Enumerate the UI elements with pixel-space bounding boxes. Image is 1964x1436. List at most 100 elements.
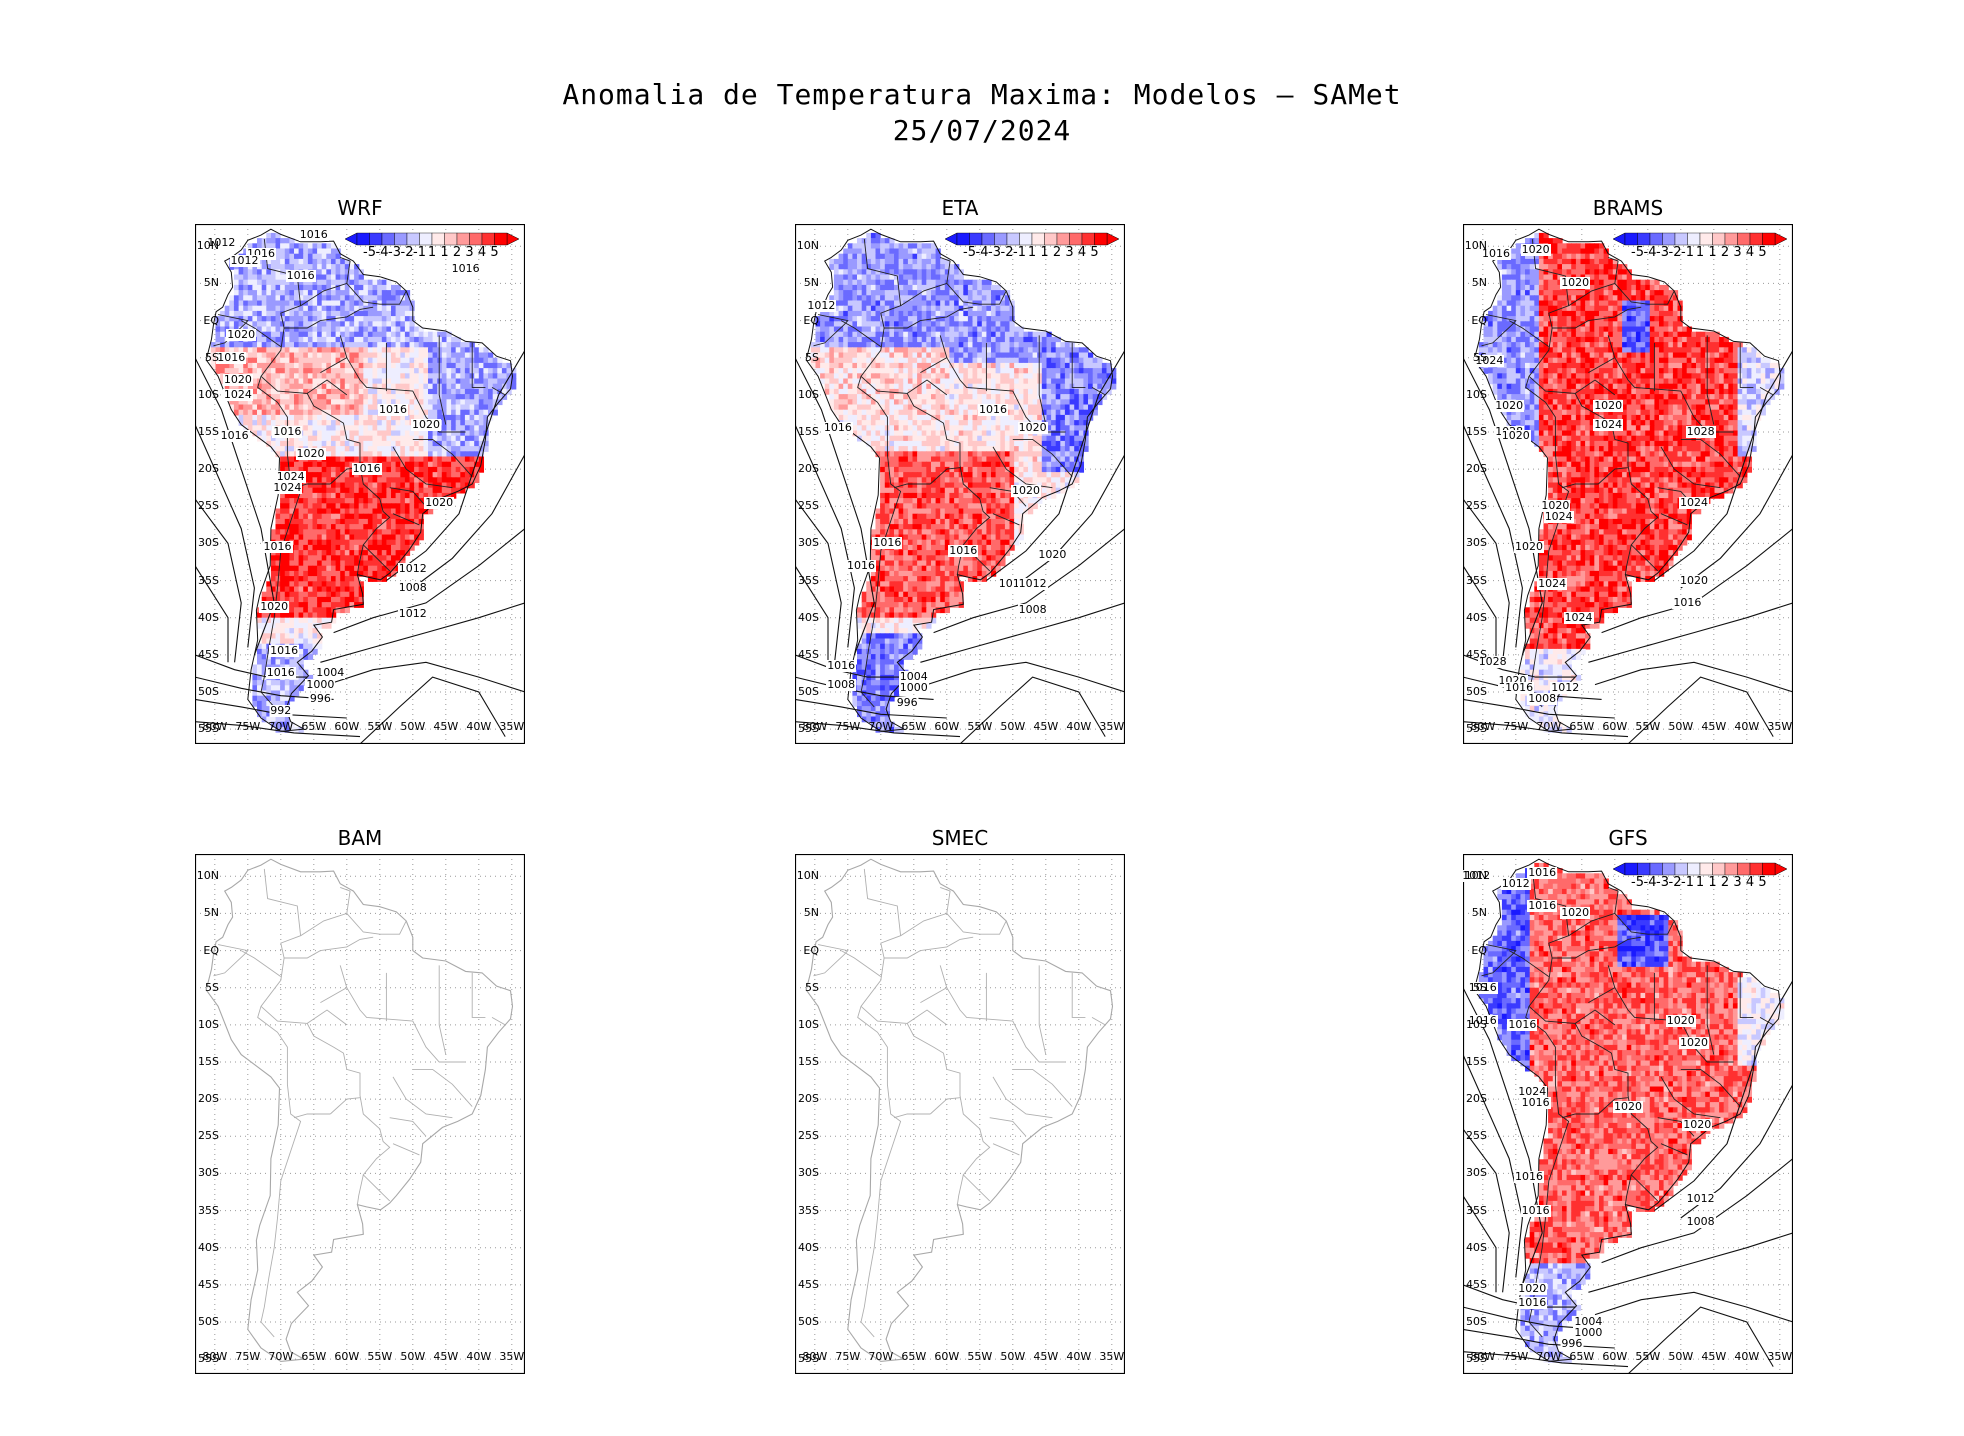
latitude-tick-label: 5N bbox=[1471, 906, 1487, 920]
colorbar-label: 3 bbox=[1733, 245, 1742, 260]
contour-label: 1012 bbox=[206, 235, 237, 249]
latitude-tick-label: 35S bbox=[198, 573, 219, 587]
longitude-tick-label: 80W bbox=[202, 1350, 228, 1363]
contour-label: 1024 bbox=[1679, 495, 1709, 509]
colorbar-swatches bbox=[945, 232, 1119, 246]
latitude-tick-label: 25S bbox=[1466, 1129, 1487, 1143]
latitude-tick-label: 50S bbox=[1466, 1315, 1487, 1328]
colorbar-label: 1 bbox=[427, 245, 437, 260]
colorbar-label: 1 bbox=[1040, 245, 1049, 260]
contour-label: 1000 bbox=[1573, 1326, 1604, 1340]
longitude-tick-label: 65W bbox=[1569, 720, 1595, 733]
longitude-tick-label: 55W bbox=[967, 1350, 993, 1363]
longitude-tick-label: 50W bbox=[400, 720, 426, 733]
latitude-tick-label: 5S bbox=[205, 350, 219, 364]
latitude-tick-label: 25S bbox=[798, 1129, 819, 1143]
contour-label: 1016 bbox=[978, 402, 1008, 416]
latitude-tick-label: 10S bbox=[198, 387, 219, 401]
latitude-tick-label: 35S bbox=[798, 1203, 819, 1217]
contour-label: 1020 bbox=[1011, 484, 1041, 498]
coastline bbox=[1473, 228, 1782, 732]
latitude-tick-label: 10S bbox=[798, 387, 819, 401]
panel-title: GFS bbox=[1608, 826, 1648, 850]
colorbar-label: 3 bbox=[1065, 245, 1074, 260]
latitude-tick-label: 5S bbox=[1473, 980, 1487, 994]
longitude-tick-label: 75W bbox=[1503, 1350, 1529, 1363]
colorbar-label: -2 bbox=[1668, 245, 1682, 260]
colorbar-label: 1 bbox=[1027, 245, 1037, 260]
latitude-tick-label: 40S bbox=[1466, 610, 1487, 624]
longitude-tick-label: 75W bbox=[1503, 720, 1529, 733]
contour-label: 1008 bbox=[1685, 1214, 1716, 1228]
contour-label: 1020 bbox=[1682, 1118, 1713, 1132]
map-frame: 1012 1016 1012 1016 1016 1016 1020 1016 1020 1024… bbox=[195, 224, 525, 744]
latitude-tick-label: 10N bbox=[1464, 239, 1487, 253]
graticule bbox=[795, 854, 1125, 1374]
colorbar-label: 1 bbox=[1695, 875, 1705, 890]
latitude-tick-label: EQ bbox=[203, 313, 219, 327]
contour-label: 1024 bbox=[275, 469, 306, 483]
colorbar-label: 4 bbox=[1745, 245, 1755, 260]
coastline bbox=[805, 858, 1114, 1362]
latitude-tick-label: 30S bbox=[1466, 1166, 1487, 1180]
contour-label: 1016 bbox=[450, 261, 481, 275]
contour-label: 1008 bbox=[1527, 692, 1558, 706]
map-canvas bbox=[195, 224, 525, 744]
longitude-tick-label: 45W bbox=[1033, 1350, 1059, 1363]
colorbar-label: -1 bbox=[1681, 875, 1694, 890]
longitude-tick-label: 35W bbox=[1099, 720, 1125, 733]
latitude-tick-label: EQ bbox=[803, 313, 819, 327]
colorbar-label: 2 bbox=[452, 245, 462, 260]
latitude-tick-label: 5S bbox=[205, 980, 219, 994]
contour-label: 1016 bbox=[269, 644, 300, 658]
map-panel-wrf: WRF 1012 1016 1012 1016 1016 1016 1020 1016 1020 1… bbox=[195, 196, 555, 772]
contour-label: 1024 bbox=[1474, 354, 1505, 368]
contour-label: 1016 bbox=[948, 543, 979, 557]
longitude-tick-label: 40W bbox=[1066, 1350, 1092, 1363]
latitude-tick-label: 20S bbox=[1466, 1092, 1487, 1106]
contour-label: 1012 bbox=[397, 562, 428, 576]
colorbar-label: 1 bbox=[1708, 245, 1717, 260]
political-borders bbox=[213, 238, 506, 708]
contour-label: 1020 bbox=[1520, 243, 1551, 256]
latitude-tick-label: 35S bbox=[198, 1203, 219, 1217]
latitude-tick-label: 55S bbox=[198, 722, 219, 736]
longitude-tick-label: 80W bbox=[802, 1350, 828, 1363]
latitude-tick-label: 55S bbox=[798, 722, 819, 736]
contour-label: 1020 bbox=[1517, 1281, 1548, 1295]
latitude-tick-label: 10S bbox=[798, 1017, 819, 1031]
figure-title: Anomalia de Temperatura Maxima: Modelos … bbox=[562, 78, 1402, 111]
latitude-tick-label: 35S bbox=[1466, 573, 1487, 587]
colorbar-label: 2 bbox=[1052, 245, 1062, 260]
contour-label: 996 bbox=[1560, 1337, 1584, 1351]
longitude-tick-label: 60W bbox=[934, 1350, 960, 1363]
latitude-tick-label: 35S bbox=[1466, 1203, 1487, 1217]
longitude-tick-label: 80W bbox=[802, 720, 828, 733]
panel-title: SMEC bbox=[931, 826, 989, 850]
longitude-tick-label: 45W bbox=[1701, 1350, 1727, 1363]
colorbar: -5 -4 -3 -2 -1 1 1 2 3 4 5 bbox=[1613, 862, 1787, 890]
longitude-tick-label: 45W bbox=[1033, 720, 1059, 733]
latitude-tick-label: 5N bbox=[1471, 276, 1487, 290]
contour-label: 1016 bbox=[826, 659, 857, 672]
latitude-tick-label: 30S bbox=[798, 1166, 819, 1180]
contour-label: 1016 bbox=[272, 425, 303, 438]
panel-title: BRAMS bbox=[1592, 196, 1664, 220]
latitude-tick-label: 25S bbox=[1466, 499, 1487, 513]
colorbar-label: 2 bbox=[1720, 875, 1730, 890]
contour-label: 1000 bbox=[898, 681, 929, 695]
panel-title: ETA bbox=[941, 196, 979, 220]
longitude-tick-label: 70W bbox=[868, 1350, 894, 1363]
contour-label: 1028 bbox=[1685, 425, 1716, 438]
colorbar-label: -3 bbox=[988, 245, 1001, 260]
latitude-tick-label: 25S bbox=[198, 499, 219, 513]
latitude-tick-label: 10N bbox=[796, 239, 819, 253]
latitude-tick-label: 45S bbox=[798, 1277, 819, 1291]
map-panel-bam: BAM 10N 5N EQ 5S 10S 15S 20S 25S 30S 35S 40S 45S 50S 5… bbox=[195, 826, 555, 1402]
map-canvas bbox=[795, 854, 1125, 1374]
colorbar-label: -2 bbox=[400, 245, 414, 260]
latitude-tick-label: 10S bbox=[1466, 1017, 1487, 1031]
longitude-tick-label: 60W bbox=[334, 1350, 360, 1363]
map-panel-brams: BRAMS10161020102010241020102010281020102… bbox=[1463, 196, 1823, 772]
latitude-tick-label: 35S bbox=[798, 573, 819, 587]
